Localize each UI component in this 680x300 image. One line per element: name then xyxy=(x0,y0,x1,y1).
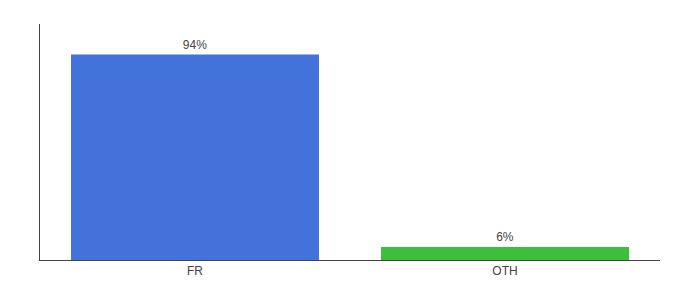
svg-text:94%: 94% xyxy=(183,38,207,52)
svg-text:OTH: OTH xyxy=(492,264,517,278)
svg-text:6%: 6% xyxy=(496,230,514,244)
svg-text:FR: FR xyxy=(187,264,203,278)
